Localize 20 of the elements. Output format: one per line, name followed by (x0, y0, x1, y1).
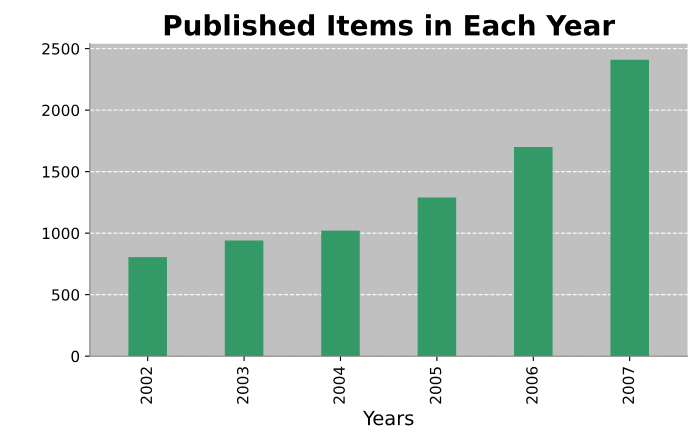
x-tick-label: 2007 (622, 367, 634, 404)
y-tick-label: 0 (71, 350, 80, 362)
bar (128, 257, 167, 356)
bar (224, 240, 264, 356)
y-tick-label: 2000 (42, 104, 80, 116)
bar (514, 147, 553, 356)
bar (418, 197, 456, 356)
y-tick-label: 500 (52, 289, 80, 301)
x-tick-label: 2005 (430, 367, 442, 404)
bar (610, 60, 649, 356)
chart-title: Published Items in Each Year (164, 14, 616, 36)
x-tick-label: 2002 (140, 367, 152, 404)
x-tick-label: 2004 (333, 366, 345, 404)
x-tick-label: 2003 (236, 367, 249, 404)
y-tick-label: 1000 (42, 228, 80, 240)
bar (321, 230, 360, 356)
x-axis-title: Years (362, 410, 414, 426)
x-tick-label: 2006 (526, 366, 538, 404)
y-tick-label: 1500 (42, 166, 80, 178)
y-tick-label: 2500 (42, 43, 80, 55)
